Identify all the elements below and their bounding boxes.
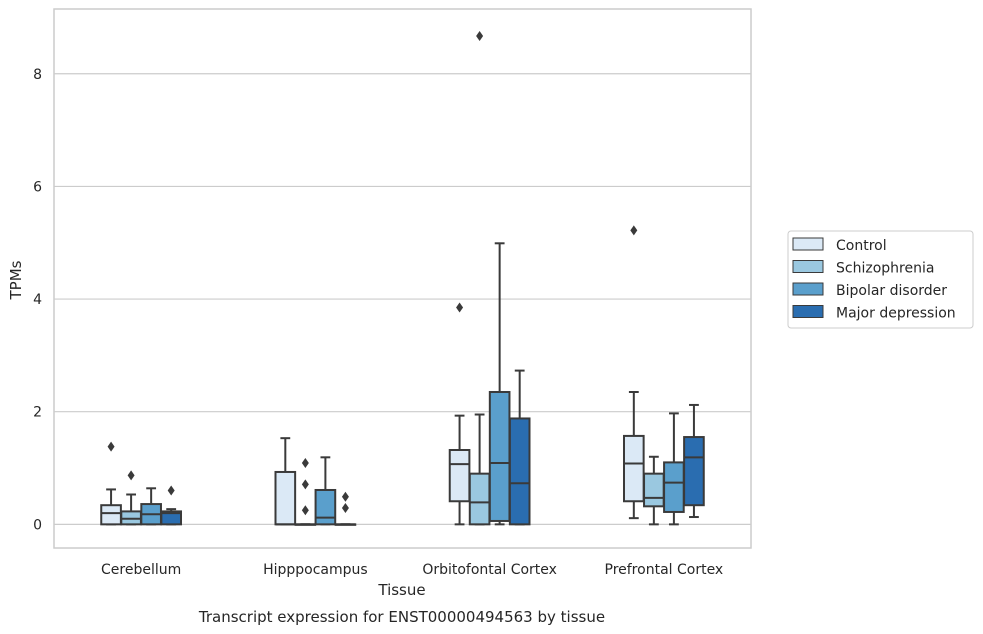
y-tick-label-2: 2	[33, 405, 42, 421]
box-body	[622, 434, 645, 503]
box-body	[488, 390, 511, 522]
x-tick-label-1: Hipppocampus	[263, 562, 368, 578]
legend-swatch-3	[792, 305, 824, 318]
box-1-3	[334, 491, 357, 526]
box-body	[160, 510, 183, 526]
x-axis-label: Tissue	[377, 581, 425, 599]
axis-layer: 0 2 4 6 8 Cerebellum Hipppocampus Orbitofontal …	[33, 8, 752, 578]
outlier-point	[341, 503, 349, 514]
outlier-point	[127, 470, 135, 481]
plot-frame	[53, 8, 752, 549]
legend-label-2: Bipolar disorder	[836, 283, 947, 299]
box-3-2	[663, 412, 685, 526]
y-axis-label: TPMs	[7, 260, 25, 300]
y-tick-label-6: 6	[33, 179, 42, 195]
box-1-2	[314, 456, 337, 526]
box-0-0	[100, 441, 122, 526]
chart-caption: Transcript expression for ENST0000049456…	[198, 608, 605, 626]
y-tick-label-8: 8	[33, 67, 42, 83]
outlier-point	[476, 31, 484, 42]
box-0-1	[120, 470, 142, 526]
box-layer	[100, 31, 705, 526]
box-2-0	[448, 302, 471, 526]
legend-frame	[787, 230, 974, 329]
outlier-point	[630, 225, 638, 236]
legend-label-1: Schizophrenia	[836, 261, 934, 277]
box-body	[643, 472, 665, 508]
box-1-0	[274, 437, 297, 526]
box-2-2	[488, 242, 511, 526]
y-tick-label-0: 0	[33, 517, 42, 533]
box-1-1	[294, 457, 317, 526]
x-tick-label-3: Prefrontal Cortex	[605, 562, 724, 578]
x-tick-label-2: Orbitofontal Cortex	[422, 562, 557, 578]
box-0-3	[160, 485, 183, 526]
box-body	[508, 417, 531, 526]
box-3-1	[643, 455, 665, 526]
box-2-3	[508, 369, 531, 526]
outlier-point	[301, 457, 309, 468]
box-body	[683, 436, 705, 507]
box-3-3	[683, 403, 705, 519]
x-tick-label-0: Cerebellum	[101, 562, 181, 578]
box-body	[448, 449, 471, 503]
outlier-point	[301, 505, 309, 516]
box-2-1	[468, 31, 491, 526]
legend-swatch-2	[792, 282, 824, 296]
outlier-point	[301, 479, 309, 490]
legend-swatch-0	[792, 237, 824, 251]
outlier-point	[456, 302, 464, 313]
outlier-point	[167, 485, 175, 496]
box-body	[314, 488, 337, 526]
y-tick-label-4: 4	[33, 292, 42, 308]
box-0-2	[140, 487, 162, 526]
legend-swatch-1	[792, 260, 824, 273]
legend: Control Schizophrenia Bipolar disorder Majo…	[787, 230, 974, 329]
outlier-point	[341, 491, 349, 502]
legend-label-0: Control	[836, 238, 887, 254]
box-body	[100, 504, 122, 526]
box-3-0	[622, 225, 645, 520]
box-body	[663, 461, 685, 513]
box-body	[468, 472, 491, 526]
outlier-point	[107, 441, 115, 452]
box-body	[274, 470, 297, 526]
grid-layer	[54, 73, 751, 525]
legend-label-3: Major depression	[836, 306, 956, 322]
